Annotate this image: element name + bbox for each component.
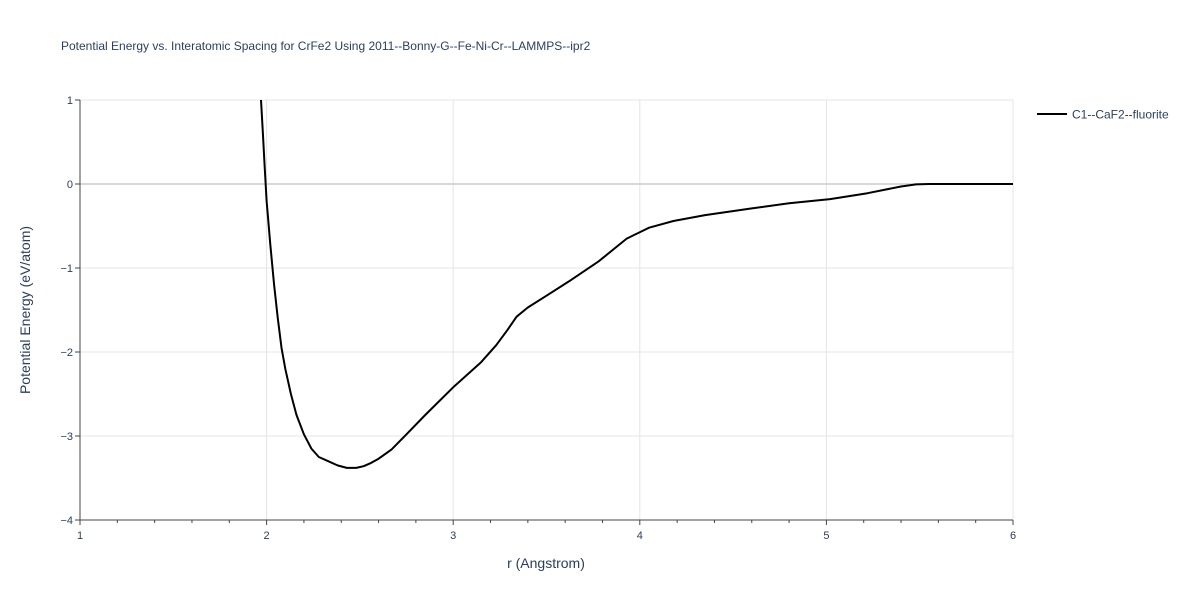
series-layer bbox=[260, 99, 1013, 469]
x-tick-label: 5 bbox=[823, 530, 829, 542]
tick-labels: 1 2 3 4 5 6 1 0 −1 −2 −3 −4 bbox=[60, 95, 1016, 542]
x-tick-label: 2 bbox=[264, 530, 270, 542]
series-line bbox=[260, 99, 1013, 469]
y-tick-label: 0 bbox=[67, 179, 73, 191]
x-tick-label: 6 bbox=[1010, 530, 1016, 542]
y-tick-label: −4 bbox=[60, 515, 73, 527]
legend-label: C1--CaF2--fluorite bbox=[1072, 108, 1169, 122]
x-tick-label: 1 bbox=[77, 530, 83, 542]
chart-title: Potential Energy vs. Interatomic Spacing… bbox=[61, 39, 591, 53]
grid bbox=[80, 99, 1014, 520]
x-tick-label: 4 bbox=[637, 530, 643, 542]
legend[interactable]: C1--CaF2--fluorite bbox=[1037, 108, 1169, 122]
axes bbox=[75, 99, 1014, 525]
y-tick-label: −3 bbox=[60, 431, 73, 443]
y-tick-label: −2 bbox=[60, 347, 73, 359]
x-axis-title: r (Angstrom) bbox=[507, 555, 585, 571]
x-tick-label: 3 bbox=[450, 530, 456, 542]
y-axis-title: Potential Energy (eV/atom) bbox=[17, 226, 33, 394]
y-tick-label: 1 bbox=[67, 95, 73, 107]
y-tick-label: −1 bbox=[60, 263, 73, 275]
